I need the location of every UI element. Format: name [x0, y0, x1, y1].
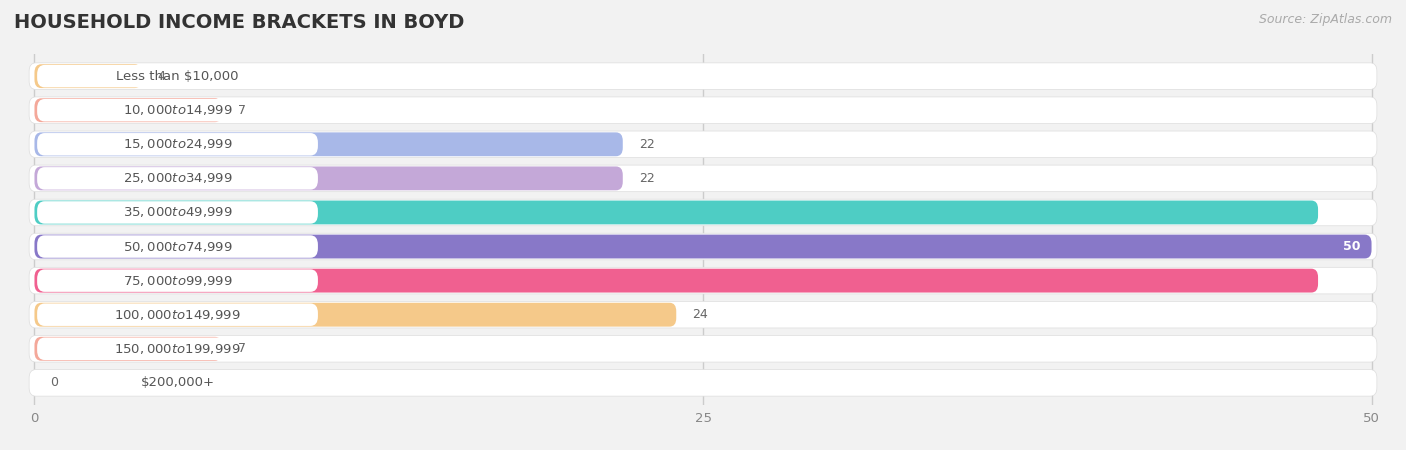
Text: 4: 4	[157, 70, 166, 83]
FancyBboxPatch shape	[30, 63, 1376, 90]
FancyBboxPatch shape	[35, 303, 676, 327]
Text: $100,000 to $149,999: $100,000 to $149,999	[114, 308, 240, 322]
FancyBboxPatch shape	[37, 303, 318, 326]
FancyBboxPatch shape	[37, 235, 318, 258]
Text: $50,000 to $74,999: $50,000 to $74,999	[122, 239, 232, 253]
FancyBboxPatch shape	[35, 132, 623, 156]
Text: $15,000 to $24,999: $15,000 to $24,999	[122, 137, 232, 151]
Text: 48: 48	[1344, 206, 1361, 219]
FancyBboxPatch shape	[30, 165, 1376, 192]
FancyBboxPatch shape	[30, 233, 1376, 260]
Text: $75,000 to $99,999: $75,000 to $99,999	[122, 274, 232, 288]
Text: HOUSEHOLD INCOME BRACKETS IN BOYD: HOUSEHOLD INCOME BRACKETS IN BOYD	[14, 14, 464, 32]
FancyBboxPatch shape	[37, 99, 318, 122]
FancyBboxPatch shape	[30, 199, 1376, 226]
Text: 7: 7	[238, 342, 246, 355]
FancyBboxPatch shape	[37, 133, 318, 156]
FancyBboxPatch shape	[30, 302, 1376, 328]
FancyBboxPatch shape	[37, 167, 318, 189]
Text: Less than $10,000: Less than $10,000	[117, 70, 239, 83]
FancyBboxPatch shape	[30, 131, 1376, 158]
FancyBboxPatch shape	[37, 65, 318, 87]
FancyBboxPatch shape	[35, 201, 1317, 225]
Text: $25,000 to $34,999: $25,000 to $34,999	[122, 171, 232, 185]
FancyBboxPatch shape	[30, 97, 1376, 123]
FancyBboxPatch shape	[35, 234, 1371, 258]
FancyBboxPatch shape	[35, 98, 222, 122]
Text: $200,000+: $200,000+	[141, 376, 215, 389]
FancyBboxPatch shape	[35, 166, 623, 190]
FancyBboxPatch shape	[35, 64, 142, 88]
FancyBboxPatch shape	[37, 372, 318, 394]
FancyBboxPatch shape	[35, 269, 1317, 292]
FancyBboxPatch shape	[37, 338, 318, 360]
Text: 48: 48	[1344, 274, 1361, 287]
Text: 22: 22	[638, 138, 655, 151]
Text: 7: 7	[238, 104, 246, 117]
FancyBboxPatch shape	[30, 267, 1376, 294]
FancyBboxPatch shape	[37, 201, 318, 224]
FancyBboxPatch shape	[35, 337, 222, 361]
Text: $10,000 to $14,999: $10,000 to $14,999	[122, 103, 232, 117]
Text: 22: 22	[638, 172, 655, 185]
Text: $150,000 to $199,999: $150,000 to $199,999	[114, 342, 240, 356]
FancyBboxPatch shape	[30, 369, 1376, 396]
Text: Source: ZipAtlas.com: Source: ZipAtlas.com	[1258, 14, 1392, 27]
Text: 24: 24	[692, 308, 709, 321]
Text: 50: 50	[1343, 240, 1361, 253]
Text: $35,000 to $49,999: $35,000 to $49,999	[122, 206, 232, 220]
Text: 0: 0	[51, 376, 59, 389]
FancyBboxPatch shape	[30, 336, 1376, 362]
FancyBboxPatch shape	[37, 270, 318, 292]
